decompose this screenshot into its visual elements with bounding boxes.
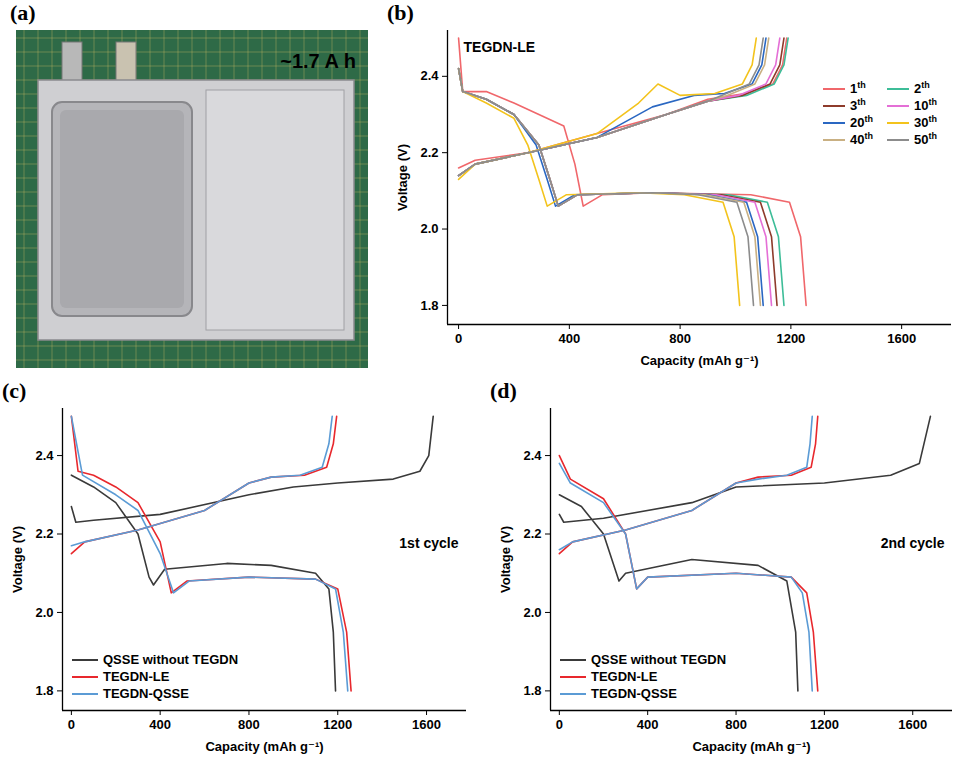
svg-text:800: 800 xyxy=(238,717,260,732)
svg-text:2.4: 2.4 xyxy=(35,448,54,463)
svg-text:800: 800 xyxy=(725,717,747,732)
svg-text:400: 400 xyxy=(149,717,171,732)
svg-text:1200: 1200 xyxy=(323,717,352,732)
html-text:3th: 3th xyxy=(850,97,866,114)
html-text:10th: 10th xyxy=(914,97,937,114)
html-text:TEGDN-QSSE: TEGDN-QSSE xyxy=(103,686,189,701)
svg-text:Voltage (V): Voltage (V) xyxy=(10,526,25,593)
svg-text:1.8: 1.8 xyxy=(35,683,53,698)
html-text:(d): (d) xyxy=(490,378,517,403)
svg-text:Capacity (mAh g⁻¹): Capacity (mAh g⁻¹) xyxy=(692,739,810,754)
svg-text:800: 800 xyxy=(669,331,691,346)
svg-text:Capacity (mAh g⁻¹): Capacity (mAh g⁻¹) xyxy=(640,353,758,368)
svg-text:1600: 1600 xyxy=(887,331,916,346)
html-text:TEGDN-LE: TEGDN-LE xyxy=(591,669,658,684)
svg-text:1.8: 1.8 xyxy=(420,298,438,313)
html-text:2th: 2th xyxy=(914,80,930,97)
svg-text:Voltage (V): Voltage (V) xyxy=(498,526,513,593)
svg-text:2.2: 2.2 xyxy=(420,145,438,160)
svg-text:Voltage (V): Voltage (V) xyxy=(395,144,410,211)
svg-text:2nd cycle: 2nd cycle xyxy=(881,535,945,551)
svg-text:400: 400 xyxy=(637,717,659,732)
svg-text:1600: 1600 xyxy=(898,717,927,732)
svg-text:2.0: 2.0 xyxy=(523,605,541,620)
html-text:20th: 20th xyxy=(850,114,873,131)
svg-text:1200: 1200 xyxy=(776,331,805,346)
html-text:TEGDN-LE: TEGDN-LE xyxy=(103,669,170,684)
html-text:(a): (a) xyxy=(10,0,36,25)
svg-text:1600: 1600 xyxy=(412,717,441,732)
svg-text:TEGDN-LE: TEGDN-LE xyxy=(464,39,536,55)
html-text:30th: 30th xyxy=(914,114,937,131)
html-text:QSSE without TEGDN: QSSE without TEGDN xyxy=(103,652,239,667)
svg-text:2.0: 2.0 xyxy=(420,221,438,236)
html-text:1th: 1th xyxy=(850,80,866,97)
html-text:50th: 50th xyxy=(914,131,937,148)
svg-text:~1.7 A h: ~1.7 A h xyxy=(280,50,356,72)
html-text:40th: 40th xyxy=(850,131,873,148)
html-text:(c): (c) xyxy=(2,378,27,403)
svg-text:2.2: 2.2 xyxy=(35,526,53,541)
svg-text:0: 0 xyxy=(68,717,75,732)
svg-text:0: 0 xyxy=(556,717,563,732)
svg-text:400: 400 xyxy=(558,331,580,346)
svg-text:0: 0 xyxy=(455,331,462,346)
svg-text:2.0: 2.0 xyxy=(35,605,53,620)
html-text:QSSE without TEGDN: QSSE without TEGDN xyxy=(591,652,727,667)
svg-text:1st cycle: 1st cycle xyxy=(399,535,458,551)
svg-text:1200: 1200 xyxy=(810,717,839,732)
html-text:TEGDN-QSSE: TEGDN-QSSE xyxy=(591,686,677,701)
svg-text:2.4: 2.4 xyxy=(420,68,439,83)
svg-text:2.4: 2.4 xyxy=(523,448,542,463)
html-text:(b): (b) xyxy=(387,0,414,25)
svg-text:1.8: 1.8 xyxy=(523,683,541,698)
svg-text:Capacity (mAh g⁻¹): Capacity (mAh g⁻¹) xyxy=(205,739,323,754)
svg-text:2.2: 2.2 xyxy=(523,526,541,541)
